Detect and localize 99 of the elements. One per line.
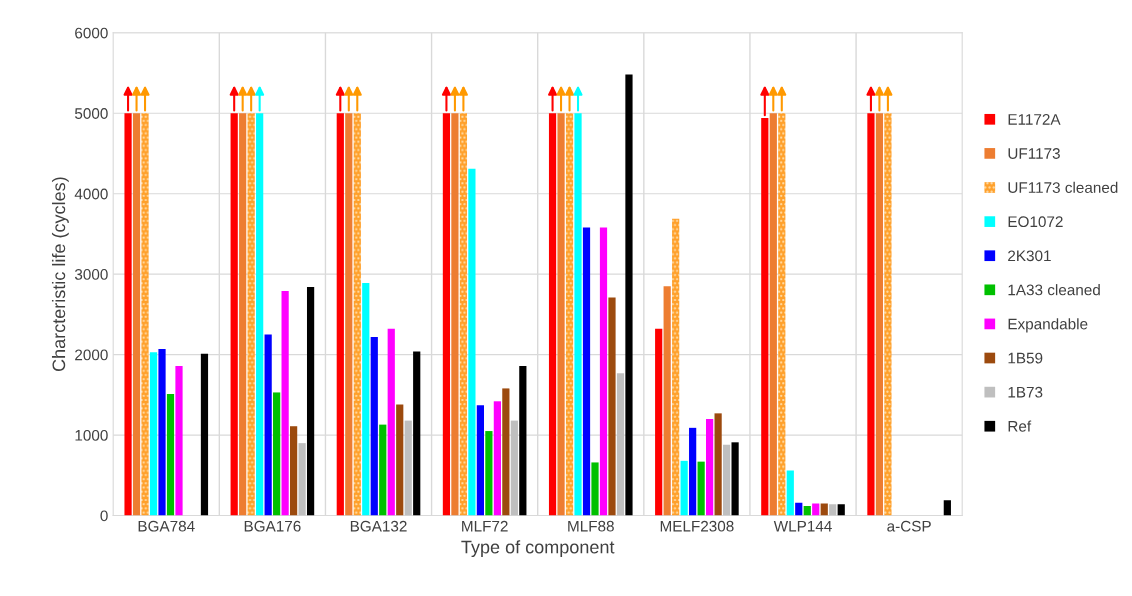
- bar: [158, 348, 166, 516]
- y-tick-label: 3000: [74, 269, 108, 280]
- bar: [175, 365, 183, 516]
- x-tick-label: WLP144: [773, 520, 832, 532]
- bar: [493, 401, 501, 516]
- x-tick-label: a-CSP: [887, 520, 931, 532]
- bar: [413, 351, 421, 516]
- bar: [697, 461, 705, 516]
- bar: [786, 470, 794, 516]
- legend-label: 2K301: [1008, 250, 1051, 262]
- bar: [884, 113, 892, 516]
- bar: [230, 113, 238, 516]
- bar: [803, 505, 811, 516]
- bar: [200, 353, 209, 516]
- bar: [298, 443, 306, 516]
- bar: [519, 365, 527, 516]
- bar: [290, 426, 298, 516]
- bar: [510, 420, 518, 516]
- bar: [557, 113, 565, 516]
- bar: [672, 218, 680, 516]
- bar: [124, 113, 132, 516]
- y-tick-label: 2000: [75, 349, 108, 361]
- bar: [820, 503, 828, 516]
- x-tick-label: BGA132: [350, 520, 407, 532]
- y-tick-label: 0: [100, 510, 108, 522]
- bar: [689, 427, 697, 516]
- bar: [599, 227, 608, 516]
- x-tick-label: BGA176: [244, 520, 301, 532]
- legend-label: 1B73: [1008, 386, 1043, 398]
- bar: [141, 113, 149, 516]
- bar: [132, 113, 141, 516]
- bar: [795, 502, 803, 516]
- bar: [273, 392, 281, 516]
- bar: [459, 113, 468, 516]
- bar: [502, 388, 510, 516]
- legend-label: Expandable: [1008, 318, 1088, 333]
- bar: [387, 328, 395, 516]
- y-tick-label: 4000: [74, 188, 108, 200]
- bar: [336, 113, 344, 516]
- bar: [812, 503, 820, 516]
- y-tick-label: 1000: [75, 429, 108, 441]
- bar: [256, 113, 264, 516]
- bar: [663, 286, 671, 516]
- bar: [574, 113, 582, 516]
- bar: [281, 291, 289, 516]
- x-tick-label: BGA784: [138, 520, 195, 532]
- bar: [943, 500, 951, 516]
- y-tick-label: 6000: [75, 27, 108, 39]
- bar: [442, 113, 451, 516]
- bar: [247, 113, 255, 516]
- bar: [166, 394, 175, 516]
- bar: [731, 442, 739, 516]
- bar: [396, 404, 404, 516]
- bar: [829, 504, 837, 516]
- bar: [591, 462, 599, 516]
- bar: [451, 113, 459, 516]
- y-tick-label: 5000: [74, 108, 108, 119]
- bar: [706, 418, 714, 516]
- bar: [404, 420, 412, 516]
- legend-label: E1172A: [1008, 113, 1061, 125]
- bar: [616, 373, 625, 516]
- x-tick-label: MLF88: [568, 520, 614, 532]
- bar: [353, 113, 361, 516]
- bar: [485, 431, 493, 516]
- bar: [370, 336, 378, 516]
- legend-label: 1B59: [1008, 352, 1043, 364]
- bar: [306, 287, 315, 516]
- bar: [548, 113, 557, 516]
- x-axis-title: Type of component: [461, 540, 615, 558]
- bar: [608, 297, 616, 516]
- y-axis-title: Charcteristic life (cycles): [51, 177, 69, 372]
- bar: [379, 424, 387, 516]
- bar: [837, 504, 845, 516]
- legend-label: UF1173: [1008, 148, 1060, 159]
- bar: [875, 113, 884, 516]
- bar: [565, 113, 574, 516]
- bar: [769, 113, 777, 516]
- x-tick-label: MELF2308: [660, 520, 734, 532]
- legend-label: UF1173 cleaned: [1008, 181, 1118, 193]
- bar: [680, 460, 688, 516]
- bar: [778, 113, 786, 516]
- bar: [149, 352, 158, 516]
- bar: [761, 118, 769, 516]
- bar: [264, 334, 272, 516]
- bar: [722, 444, 731, 516]
- bar: [867, 113, 875, 516]
- bar: [655, 328, 663, 516]
- bar: [582, 227, 591, 516]
- legend-label: 1A33 cleaned: [1008, 284, 1100, 296]
- x-tick-label: MLF72: [462, 520, 508, 532]
- legend-label: Ref: [1008, 420, 1032, 432]
- legend-label: EO1072: [1008, 216, 1063, 228]
- bar: [476, 405, 484, 516]
- bar: [239, 113, 247, 516]
- bar: [468, 168, 476, 516]
- bar: [625, 74, 633, 516]
- bar: [714, 413, 722, 516]
- bar: [345, 113, 353, 516]
- bar: [362, 283, 370, 516]
